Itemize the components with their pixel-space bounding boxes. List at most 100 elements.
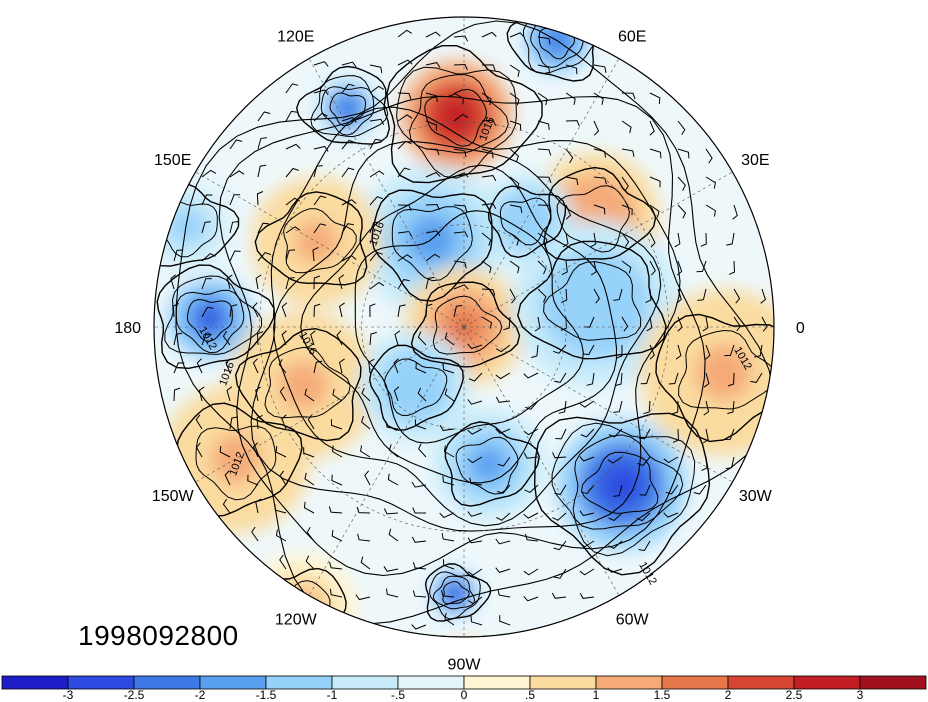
- wind-barb: [229, 170, 245, 178]
- anomaly-halo-high-120W: [245, 553, 358, 637]
- wind-barb: [397, 279, 410, 290]
- wind-barb: [453, 63, 468, 71]
- colorbar-swatch: [463, 675, 531, 690]
- wind-barb: [252, 442, 259, 458]
- wind-barb: [509, 204, 523, 214]
- isobar-high-90E-3: [396, 66, 517, 179]
- colorbar-tick-label: -.5: [391, 688, 405, 702]
- anomaly-core-high-alaska: [278, 360, 329, 411]
- wind-barb: [257, 137, 267, 150]
- wind-barb: [425, 230, 441, 237]
- wind-barb: [579, 568, 595, 576]
- wind-barb: [468, 372, 483, 382]
- wind-barb: [425, 171, 441, 178]
- wind-barb: [442, 475, 455, 486]
- isobar-low-kara-2: [487, 185, 567, 259]
- isobar-low-siberia-1: [391, 206, 473, 282]
- wind-barb: [469, 477, 483, 486]
- wind-barb: [285, 226, 301, 234]
- wind-barb: [444, 612, 455, 626]
- anomaly-core-high-westeu: [695, 344, 752, 401]
- wind-barb: [537, 232, 548, 246]
- wind-barb: [509, 32, 525, 38]
- wind-barb: [496, 512, 511, 521]
- wind-barb: [509, 288, 516, 304]
- wind-barb: [257, 111, 271, 122]
- wind-barb: [331, 445, 343, 458]
- wind-barb: [725, 456, 735, 470]
- wind-barb: [649, 120, 655, 136]
- wind-barb: [750, 372, 763, 383]
- wind-barb: [285, 110, 298, 122]
- colorbar-tick-label: .5: [525, 688, 535, 702]
- wind-barb: [593, 64, 607, 73]
- wind-barb: [537, 176, 552, 184]
- wind-barb: [256, 414, 263, 430]
- wind-barb: [663, 456, 679, 464]
- wind-barb: [417, 331, 427, 346]
- wind-barb: [761, 316, 768, 332]
- wind-barb: [397, 92, 412, 100]
- wind-barb: [387, 473, 399, 486]
- wind-barb: [425, 253, 441, 262]
- wind-barb: [173, 332, 183, 346]
- lon-label-120E: 120E: [277, 29, 314, 46]
- wind-barb: [613, 400, 623, 413]
- isobar-high-westeu-1: [678, 329, 774, 410]
- wind-barb: [638, 428, 651, 440]
- wind-barb: [509, 176, 520, 190]
- wind-barb: [369, 196, 384, 206]
- isobar-low-180-1: [186, 299, 233, 342]
- wind-barb: [608, 428, 623, 438]
- wind-barb: [393, 358, 399, 374]
- meridian-line: [463, 326, 620, 596]
- wind-barb: [537, 260, 547, 275]
- wind-barb: [693, 484, 707, 495]
- wind-barb: [397, 254, 413, 262]
- lon-label-90E: 90E: [450, 0, 478, 1]
- isobar-low-75E-4: [506, 17, 600, 82]
- isobar-low-canada-3: [429, 571, 481, 620]
- wind-barb: [313, 275, 321, 290]
- wind-barb: [621, 120, 632, 134]
- wind-barb: [453, 204, 468, 212]
- wind-barb: [361, 416, 371, 430]
- wind-barb: [615, 372, 623, 387]
- wind-barb: [355, 594, 371, 601]
- wind-barb: [495, 344, 511, 353]
- wind-barb: [705, 148, 713, 164]
- wind-barb: [561, 288, 568, 303]
- wind-barb: [645, 288, 652, 304]
- wind-barb: [523, 512, 539, 519]
- wind-barb: [361, 387, 371, 402]
- wind-barb: [579, 400, 595, 408]
- wind-barb: [675, 344, 682, 360]
- wind-barb: [279, 386, 287, 402]
- lon-label-30E: 30E: [741, 152, 769, 169]
- wind-barb: [579, 456, 595, 462]
- wind-barb: [621, 204, 633, 216]
- meridian-line: [195, 171, 465, 328]
- wind-barb: [613, 288, 623, 301]
- wind-barb: [537, 148, 552, 156]
- wind-barb: [665, 484, 679, 495]
- wind-barb: [255, 386, 261, 402]
- wind-barb: [274, 504, 287, 514]
- colorbar-tick-label: -2: [195, 688, 206, 702]
- isobar-high-150E-1: [283, 208, 357, 274]
- wind-barb: [329, 588, 343, 598]
- latitude-circle: [259, 122, 669, 532]
- wind-barb: [555, 428, 567, 440]
- meridian-line: [308, 326, 465, 596]
- wind-barb: [537, 92, 548, 106]
- wind-barb: [554, 568, 567, 579]
- wind-barb: [257, 164, 267, 178]
- wind-barb: [453, 172, 469, 178]
- wind-barb: [636, 512, 651, 522]
- wind-barb: [561, 260, 568, 276]
- wind-barb: [481, 260, 492, 274]
- wind-barb: [341, 199, 357, 206]
- wind-barb: [226, 274, 233, 290]
- wind-barb: [565, 204, 572, 220]
- wind-barb: [677, 120, 686, 136]
